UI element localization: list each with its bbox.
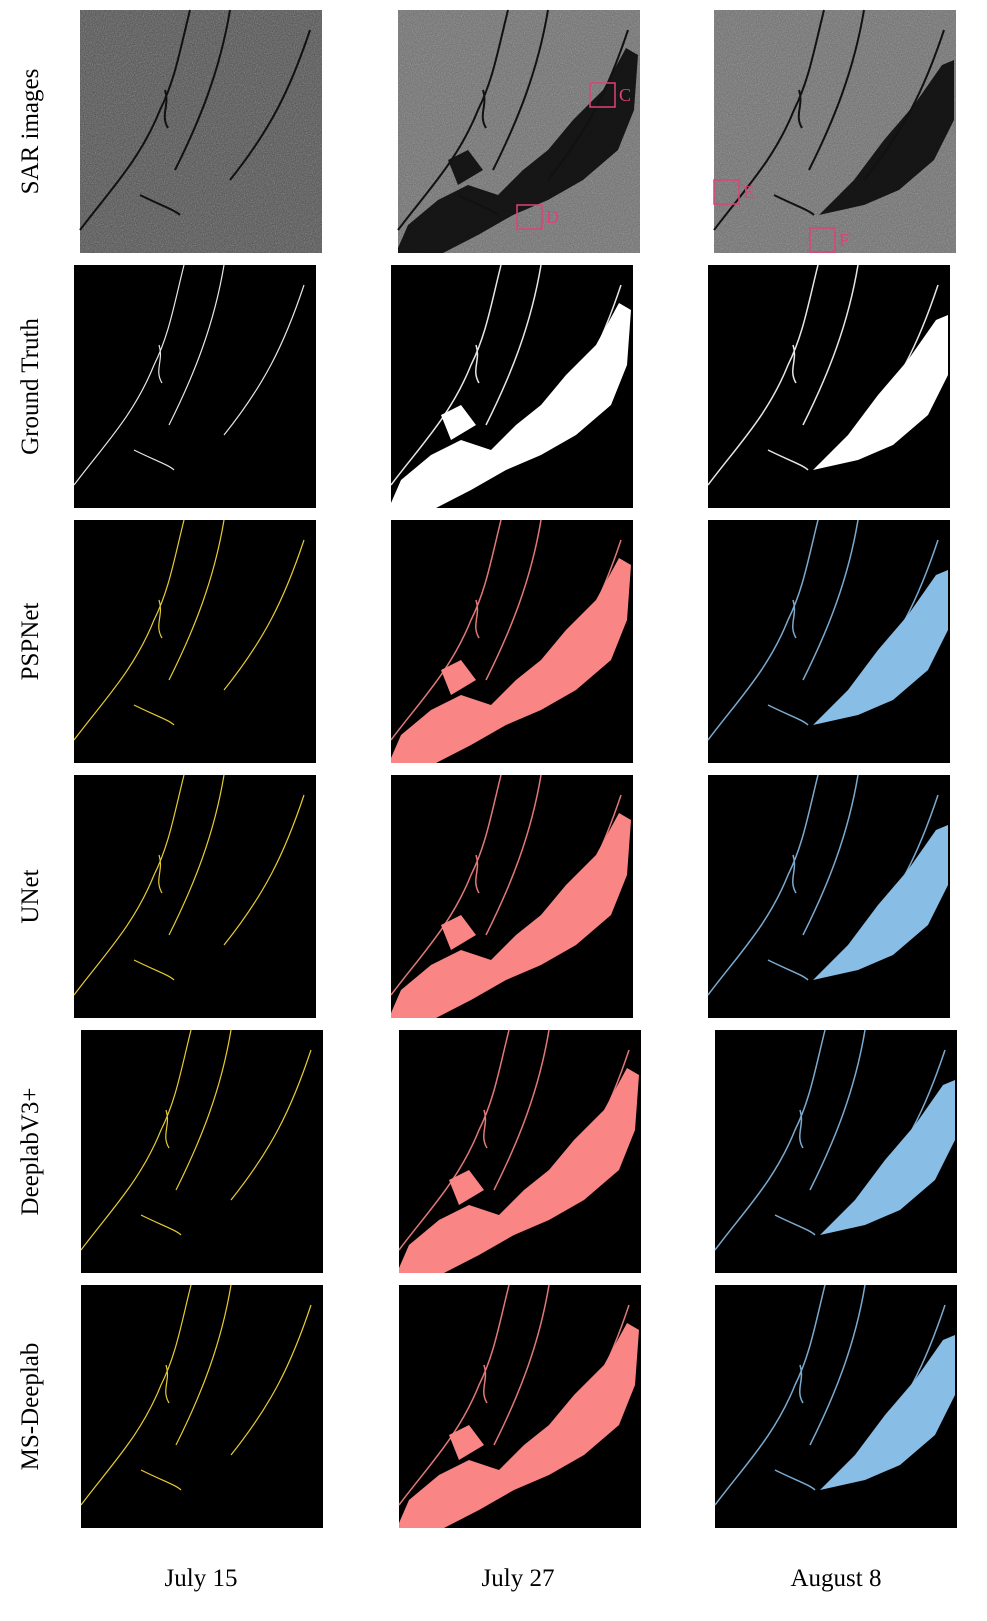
image-panel [708,775,950,1018]
column-label: July 15 [165,1565,238,1592]
row-label: Ground Truth [17,318,44,455]
annotation-label: D [546,207,559,227]
row-label: MS-Deeplab [17,1343,44,1471]
image-panel [81,1285,323,1528]
annotation-label: F [839,230,849,250]
figure: SAR images Ground Truth PSPNet UNet DeeplabV… [0,0,987,1621]
sar-texture [80,10,322,253]
row-label: DeeplabV3+ [17,1088,44,1216]
image-panel [714,10,956,253]
column-label: July 27 [482,1565,555,1592]
annotation-label: C [619,85,631,105]
annotation-label: E [743,182,754,202]
mask-background [81,1030,323,1273]
page: SAR images Ground Truth PSPNet UNet DeeplabV… [0,0,987,1621]
image-panel [391,775,633,1018]
mask-background [81,1285,323,1528]
image-panel [708,520,950,763]
mask-background [74,775,316,1018]
mask-background [74,265,316,508]
image-panel [708,265,950,508]
image-panel [391,520,633,763]
image-panel [715,1285,957,1528]
image-panel [398,10,640,253]
row-label: UNet [17,869,44,923]
image-panel [391,265,633,508]
image-panel [74,520,316,763]
row-label: PSPNet [17,603,44,681]
mask-background [74,520,316,763]
image-panel [81,1030,323,1273]
row-label: SAR images [17,69,44,195]
image-panel [74,265,316,508]
image-panel [399,1285,641,1528]
image-panel [80,10,322,253]
image-panel [715,1030,957,1273]
column-label: August 8 [791,1565,882,1592]
image-panel [399,1030,641,1273]
image-panel [74,775,316,1018]
